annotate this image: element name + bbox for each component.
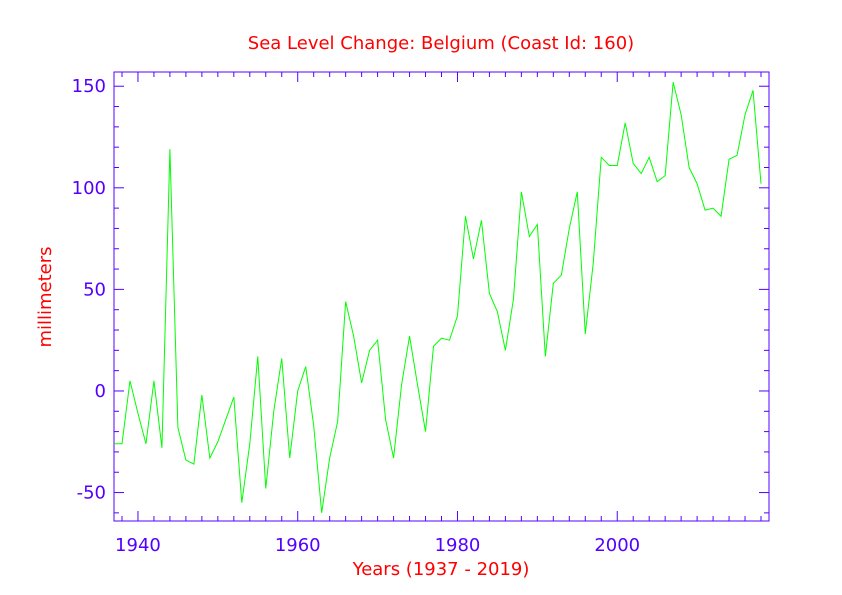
x-tick-label: 1980 <box>435 535 481 556</box>
axis-ticks <box>114 72 769 521</box>
series-line-belgium <box>114 82 762 513</box>
y-tick-label: 50 <box>83 279 106 300</box>
series-group <box>114 82 762 513</box>
x-tick-label: 1960 <box>275 535 321 556</box>
y-tick-label: 100 <box>72 178 106 199</box>
y-axis-label-group: millimeters <box>35 246 56 347</box>
x-axis-label: Years (1937 - 2019) <box>352 559 530 580</box>
x-tick-label: 2000 <box>594 535 640 556</box>
tick-labels: 1940 1960 1980 2000 -50 0 50 100 150 <box>72 76 640 556</box>
y-tick-label: 0 <box>95 381 106 402</box>
chart-title: Sea Level Change: Belgium (Coast Id: 160… <box>248 33 634 54</box>
y-tick-label: 150 <box>72 76 106 97</box>
x-tick-label: 1940 <box>115 535 161 556</box>
y-axis-label: millimeters <box>35 246 56 347</box>
y-tick-label: -50 <box>77 483 106 504</box>
